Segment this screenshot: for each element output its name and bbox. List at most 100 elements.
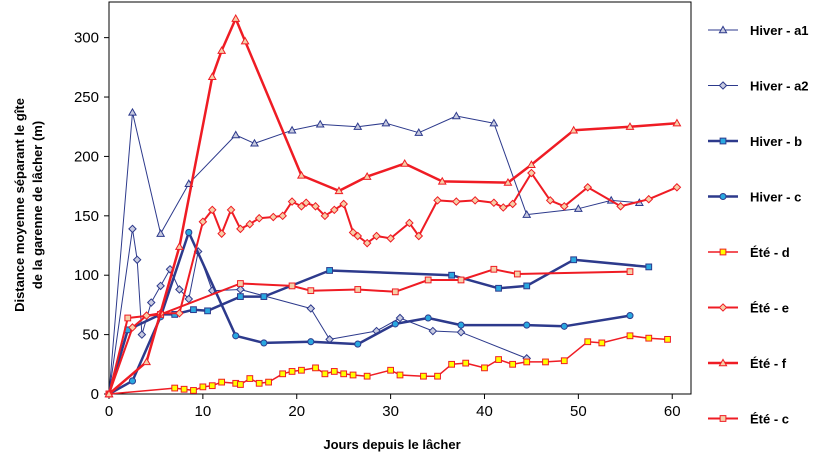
- data-point: [217, 229, 226, 238]
- data-point: [171, 384, 179, 392]
- data-point: [428, 326, 438, 336]
- data-point: [584, 338, 592, 346]
- data-point: [353, 122, 363, 130]
- y-tick-label: 0: [91, 386, 99, 403]
- data-point: [583, 183, 593, 192]
- data-point: [128, 323, 137, 332]
- data-point: [128, 107, 137, 116]
- data-point: [240, 36, 250, 45]
- data-point: [329, 205, 339, 215]
- series-3: [105, 228, 634, 398]
- data-point: [190, 387, 197, 394]
- legend-item: Été - c: [708, 412, 789, 427]
- data-point: [503, 177, 513, 186]
- data-point: [334, 186, 344, 195]
- data-point: [457, 321, 465, 329]
- legend-marker: [718, 303, 728, 312]
- legend-label: Été - d: [750, 245, 790, 260]
- data-point: [395, 313, 405, 323]
- data-point: [349, 371, 357, 379]
- data-point: [326, 267, 333, 274]
- data-point: [321, 370, 329, 378]
- data-point: [433, 196, 442, 205]
- plot-frame: [108, 1, 692, 395]
- data-point: [448, 271, 456, 279]
- data-point: [174, 242, 184, 250]
- data-point: [434, 372, 441, 380]
- series-6: [104, 14, 682, 398]
- series-line: [108, 17, 677, 395]
- series-line: [108, 112, 640, 395]
- data-point: [509, 360, 517, 368]
- data-point: [457, 276, 465, 284]
- data-point: [495, 356, 502, 363]
- data-point: [307, 287, 315, 295]
- data-point: [391, 320, 399, 328]
- x-tick-label: 0: [105, 403, 113, 420]
- data-point: [414, 231, 424, 241]
- data-point: [560, 357, 568, 365]
- x-tick-label: 30: [382, 403, 399, 420]
- data-point: [470, 196, 480, 205]
- data-point: [381, 118, 391, 127]
- data-point: [386, 234, 395, 243]
- data-point: [523, 358, 531, 366]
- x-tick-label: 50: [570, 403, 587, 420]
- y-tick-label: 100: [74, 267, 99, 284]
- legend: Hiver - a1 Hiver - a2 Hiver - b Hiver - c Ét…: [708, 23, 809, 427]
- series-4: [105, 332, 671, 398]
- data-point: [218, 378, 226, 386]
- data-point: [207, 72, 217, 81]
- data-point: [542, 358, 549, 366]
- data-point: [396, 371, 404, 379]
- data-point: [645, 263, 653, 271]
- y-tick-label: 50: [82, 327, 99, 344]
- data-point: [526, 160, 536, 168]
- data-point: [645, 334, 653, 342]
- data-point: [348, 228, 358, 237]
- data-point: [495, 284, 502, 292]
- data-point: [142, 311, 151, 320]
- legend-label: Hiver - b: [750, 134, 802, 149]
- data-point: [644, 194, 654, 204]
- data-point: [265, 378, 272, 386]
- y-tick-label: 300: [74, 30, 99, 47]
- data-point: [315, 119, 325, 128]
- x-axis-title: Jours depuis le lâcher: [323, 437, 460, 452]
- data-point: [340, 370, 348, 378]
- y-axis-title-line2: de la garenne de lâcher (m): [30, 121, 45, 289]
- data-point: [175, 308, 184, 318]
- data-point: [237, 293, 244, 300]
- axes: 0 50 100 150 200 250 300 0 10 20 30 40 50 60: [74, 1, 692, 420]
- data-point: [236, 224, 245, 234]
- data-point: [527, 168, 536, 178]
- data-point: [672, 118, 682, 127]
- data-point: [508, 199, 517, 209]
- data-point: [420, 372, 427, 380]
- data-point: [437, 176, 447, 185]
- x-tick-label: 20: [288, 403, 305, 420]
- data-point: [185, 228, 193, 237]
- legend-item: Été - f: [708, 356, 787, 371]
- data-point: [268, 212, 278, 222]
- series-line: [108, 231, 631, 396]
- data-point: [489, 198, 499, 208]
- data-point: [254, 213, 264, 223]
- legend-marker: [718, 25, 728, 34]
- data-point: [523, 321, 531, 329]
- data-point: [156, 281, 165, 291]
- data-point: [664, 335, 671, 343]
- legend-item: Hiver - a1: [708, 23, 809, 38]
- data-point: [363, 372, 371, 380]
- data-point: [199, 383, 207, 391]
- data-point: [400, 158, 410, 167]
- legend-item: Été - e: [708, 301, 789, 316]
- data-point: [598, 339, 606, 347]
- series-line: [108, 335, 668, 395]
- data-point: [208, 382, 216, 390]
- data-point: [320, 211, 330, 221]
- data-point: [424, 276, 432, 284]
- legend-label: Été - e: [750, 301, 789, 316]
- data-point: [448, 360, 456, 368]
